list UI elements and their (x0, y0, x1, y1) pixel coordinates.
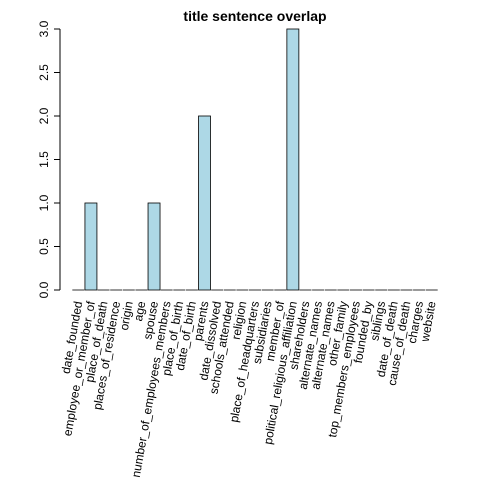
bar (147, 202, 161, 291)
y-tick-label: 0.0 (37, 281, 51, 298)
y-axis: 0.0 0.5 1.0 1.5 2.0 2.5 3.0 (37, 20, 61, 298)
y-tick-label: 1.0 (37, 194, 51, 211)
chart-title: title sentence overlap (183, 8, 326, 24)
x-tick-label: siblings (367, 300, 388, 342)
x-tick-label: spouse (140, 300, 161, 341)
y-tick-label: 2.5 (37, 64, 51, 81)
bars (72, 28, 438, 291)
bar (84, 202, 98, 291)
bar (198, 115, 211, 291)
bar (286, 28, 300, 291)
x-tick-label: age (131, 300, 148, 322)
y-tick-label: 2.0 (37, 107, 51, 124)
x-tick-label: origin (117, 300, 136, 331)
x-axis-labels: date_foundedemployee_or_member_ofplace_o… (59, 299, 439, 478)
x-tick-label: religion (229, 300, 250, 341)
y-tick-label: 1.5 (37, 151, 51, 168)
y-tick-label: 0.5 (37, 238, 51, 255)
x-tick-label: parents (191, 300, 212, 342)
y-tick-label: 3.0 (37, 20, 51, 37)
